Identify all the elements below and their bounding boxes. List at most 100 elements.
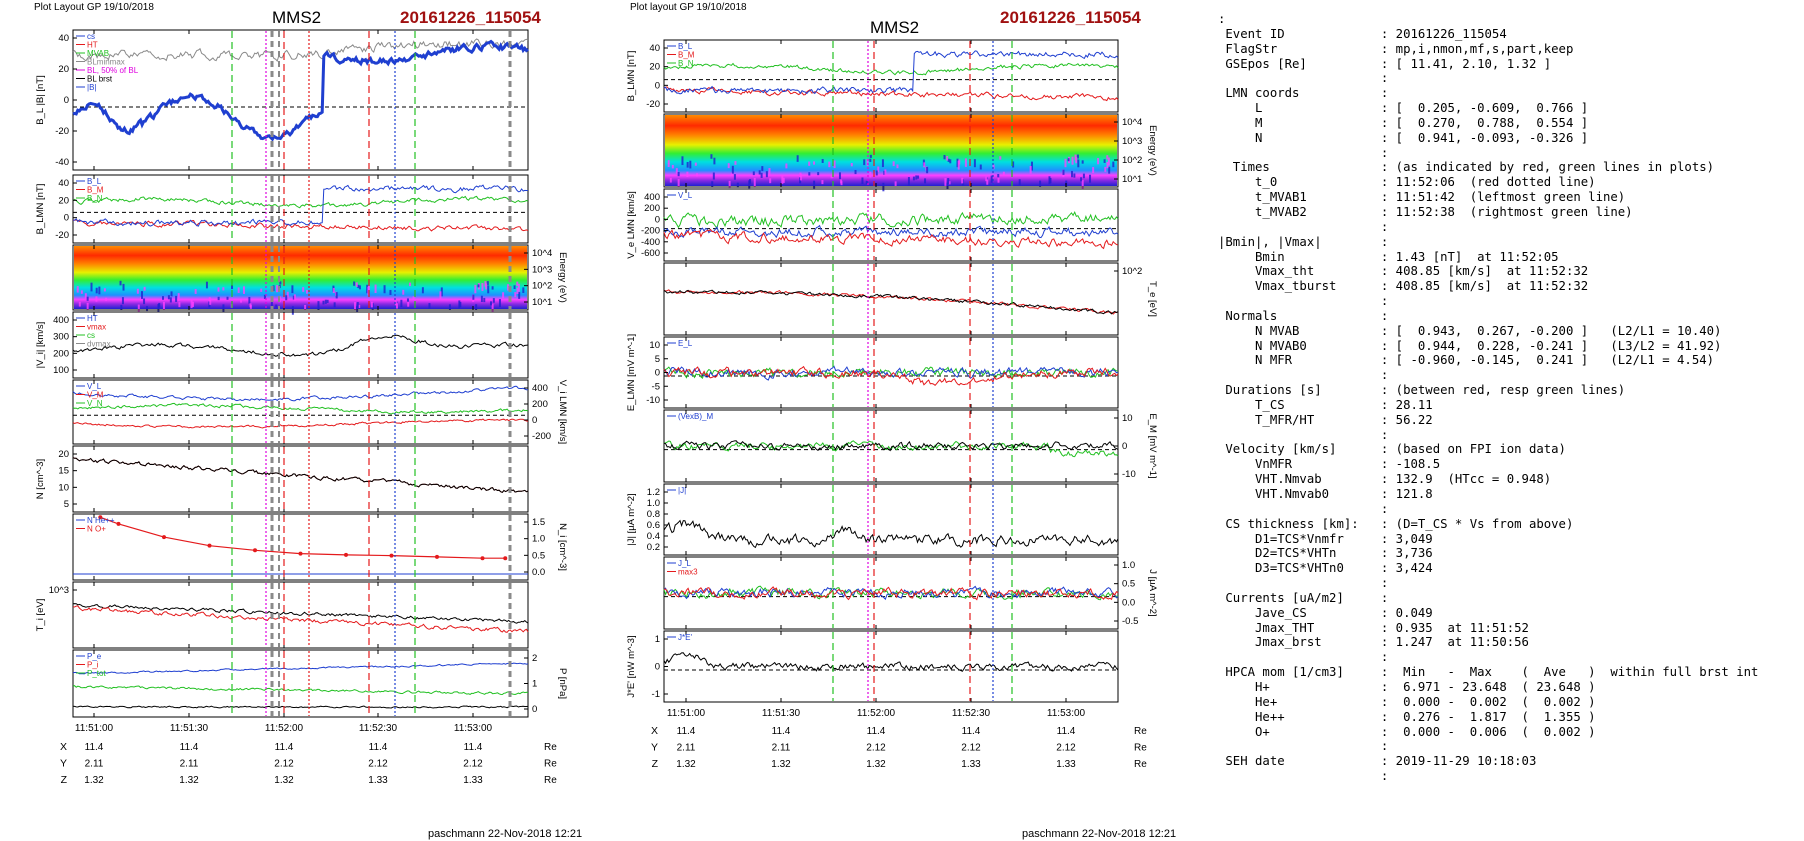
position-value: 11.4 <box>1057 726 1076 737</box>
spectrogram-speck <box>686 162 689 168</box>
series-n <box>72 457 529 494</box>
spectrogram-speck <box>490 301 493 306</box>
spectrogram-speck <box>696 173 699 177</box>
spectrogram-speck <box>293 294 296 301</box>
series-vm <box>72 402 529 415</box>
spectrogram-speck <box>892 161 895 167</box>
y-tick-label: 400 <box>53 315 69 326</box>
spectrogram-speck <box>240 298 243 303</box>
spectrogram-speck <box>222 287 225 291</box>
y-tick-label: -40 <box>55 157 69 168</box>
spectrogram-speck <box>317 301 320 311</box>
y-axis-label: V_i LMN [km/s] <box>557 380 568 444</box>
spectrogram-speck <box>103 288 106 292</box>
legend-label: P_e <box>87 652 102 661</box>
position-value: 11.4 <box>867 726 886 737</box>
legend-label: E_L <box>678 339 693 348</box>
spectrogram-speck <box>1048 176 1051 185</box>
position-value: 1.33 <box>463 775 483 786</box>
legend-label: V_N <box>87 399 103 408</box>
spectrogram-speck <box>358 285 361 290</box>
info-line: N : [ 0.941, -0.093, -0.326 ] <box>1218 130 1589 145</box>
spectrogram-speck <box>949 159 952 164</box>
spectrogram-speck <box>999 156 1002 160</box>
y-tick-label: 20 <box>649 62 660 73</box>
spectrogram-speck <box>162 301 165 311</box>
legend-label: |B| <box>87 83 97 92</box>
y-tick-label: 0 <box>655 214 660 225</box>
middle-panel-subplot-6-frame <box>663 483 1119 556</box>
spectrogram-speck <box>486 281 489 286</box>
spectrogram-speck <box>875 170 878 176</box>
y-tick-label: 40 <box>58 33 69 44</box>
time-tick-label: 11:53:00 <box>454 723 493 734</box>
legend-label: B_L <box>678 42 693 51</box>
y-tick-label: 15 <box>58 466 69 477</box>
series-bn <box>72 219 529 232</box>
left-spacecraft-title: MMS2 <box>272 8 322 27</box>
y-axis-label: |J| [µA m^-2] <box>626 493 637 545</box>
spectrogram-speck <box>169 297 172 303</box>
spectrogram-speck <box>877 166 880 173</box>
spectrogram-speck <box>472 294 475 300</box>
spectrogram-speck <box>896 164 899 169</box>
middle-panel-subplot-3-frame <box>663 262 1119 336</box>
spectrogram-speck <box>477 284 480 288</box>
mid-layout-title: Plot layout GP 19/10/2018 <box>630 2 747 13</box>
spectrogram-speck <box>270 301 273 308</box>
spectrogram-speck <box>407 301 410 307</box>
info-line: CS thickness [km]: : (D=T_CS * Vs from a… <box>1218 516 1574 531</box>
spectrogram-speck <box>333 302 336 308</box>
spectrogram-speck <box>513 285 516 289</box>
spectrogram-speck <box>1081 160 1084 164</box>
info-line: Normals : <box>1218 308 1389 323</box>
spectrogram-speck <box>731 165 734 174</box>
series-j <box>663 519 1119 549</box>
spectrogram-speck <box>833 160 836 169</box>
time-tick-label: 11:51:30 <box>170 723 209 734</box>
y-tick-label: 1.0 <box>647 498 660 509</box>
spectrogram-speck <box>412 296 415 301</box>
spectrogram-speck <box>480 295 483 303</box>
y-tick-label: 10^3 <box>1122 136 1142 147</box>
y-tick-label: 40 <box>58 178 69 189</box>
spectrogram-speck <box>1012 161 1015 168</box>
y-tick-label: 1 <box>655 634 660 645</box>
spectrogram-speck <box>292 295 295 300</box>
info-line: : <box>1218 739 1389 754</box>
spectrogram-speck <box>481 283 484 292</box>
spectrogram-speck <box>915 175 918 180</box>
spectrogram-speck <box>1092 167 1095 174</box>
info-line: t_0 : 11:52:06 (red dotted line) <box>1218 175 1596 190</box>
time-tick-label: 11:51:30 <box>762 708 801 719</box>
spectrogram-speck <box>1018 179 1021 186</box>
spectrogram-speck <box>869 154 872 158</box>
y-axis-label: E_LMN [mV m^-1] <box>626 334 637 411</box>
info-line: VHT.Nmvab0 : 121.8 <box>1218 487 1433 501</box>
info-line: : <box>1218 368 1389 383</box>
spectrogram-speck <box>781 175 784 184</box>
spectrogram-speck <box>491 303 494 313</box>
spectrogram-speck <box>986 179 989 185</box>
spectrogram-speck <box>1070 170 1073 178</box>
spectrogram-speck <box>487 285 490 294</box>
y-tick-label: 0 <box>1122 441 1127 452</box>
spectrogram-speck <box>944 178 947 186</box>
time-tick-label: 11:52:30 <box>952 708 991 719</box>
spectrogram-speck <box>86 296 89 301</box>
spectrogram-speck <box>291 285 294 294</box>
he-plus-plus-point <box>480 556 485 561</box>
info-line: He++ : 0.276 - 1.817 ( 1.355 ) <box>1218 709 1596 724</box>
spectrogram-speck <box>516 287 519 294</box>
y-tick-label: 10 <box>1122 413 1133 424</box>
spectrogram-speck <box>947 178 950 185</box>
position-unit: Re <box>544 759 557 770</box>
info-line: H+ : 6.971 - 23.648 ( 23.648 ) <box>1218 679 1596 694</box>
spectrogram-speck <box>821 180 824 185</box>
legend-label: HT <box>87 314 98 323</box>
spectrogram-speck <box>1074 154 1077 161</box>
y-axis-label: V_e LMN [km/s] <box>626 191 637 259</box>
position-value: 11.4 <box>85 742 104 753</box>
y-tick-label: 10^2 <box>532 281 552 292</box>
position-value: 2.11 <box>180 759 199 770</box>
